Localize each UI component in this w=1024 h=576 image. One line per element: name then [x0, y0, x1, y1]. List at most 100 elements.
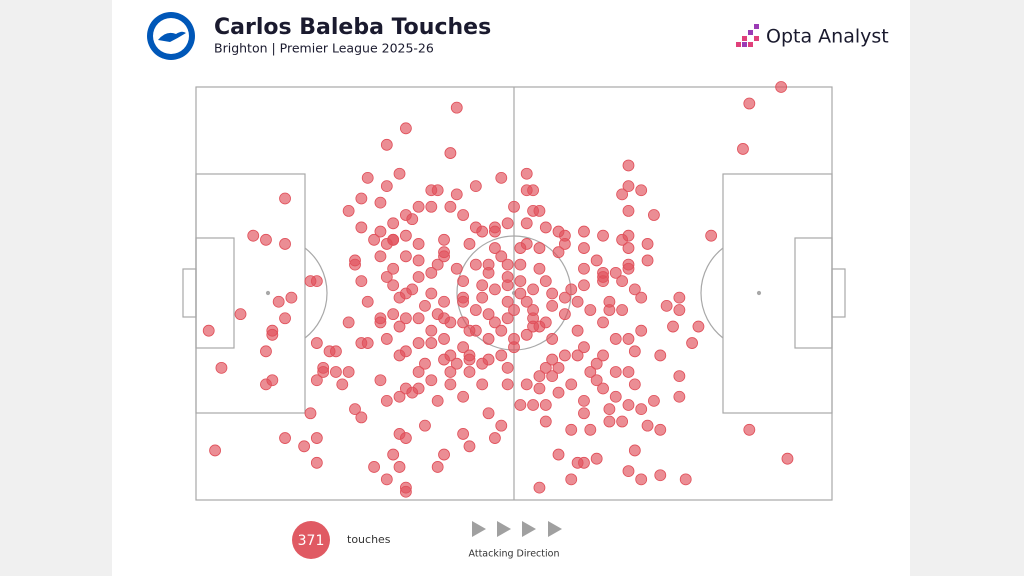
touch-point	[412, 312, 425, 325]
touch-point	[342, 366, 355, 378]
touch-point	[622, 465, 635, 477]
touch-point	[622, 159, 635, 172]
touch-point	[539, 399, 552, 411]
touch-point	[597, 316, 609, 329]
touch-point	[679, 473, 692, 486]
touch-point	[457, 209, 470, 221]
touch-point	[279, 192, 291, 205]
touch-point	[520, 295, 533, 308]
touch-point	[514, 399, 527, 411]
touch-point	[552, 246, 565, 259]
touch-point	[495, 324, 508, 337]
touch-point	[215, 361, 228, 374]
touch-point	[412, 254, 425, 267]
touch-point	[310, 432, 323, 444]
touch-point	[705, 229, 718, 242]
touch-point	[425, 287, 438, 300]
touch-point	[393, 320, 406, 333]
touch-point	[374, 316, 387, 329]
touch-point	[622, 204, 635, 217]
touch-point	[743, 423, 756, 436]
touch-point	[419, 419, 431, 432]
touch-point	[444, 147, 457, 159]
touch-point	[622, 242, 635, 254]
count-badge	[292, 521, 330, 559]
touch-point	[558, 308, 571, 321]
touch-point	[597, 271, 609, 283]
touch-point	[393, 291, 406, 304]
touch-point	[539, 361, 552, 374]
touch-point	[202, 324, 215, 337]
touch-point	[673, 390, 686, 403]
touch-point	[406, 213, 419, 226]
touch-point	[387, 308, 400, 321]
touch-point	[419, 299, 431, 312]
touch-count: 371	[298, 533, 325, 549]
touch-point	[285, 291, 298, 304]
touch-point	[609, 390, 622, 403]
touch-point	[412, 238, 425, 250]
touch-point	[578, 262, 590, 275]
touch-point	[425, 266, 438, 279]
touch-point	[578, 394, 590, 407]
touch-point	[387, 217, 400, 230]
touch-point	[501, 378, 514, 391]
touch-point	[590, 452, 603, 465]
touch-point	[533, 242, 546, 254]
touch-point	[368, 461, 380, 473]
touch-point	[425, 337, 438, 349]
touch-point	[380, 333, 393, 345]
touch-point	[476, 378, 489, 391]
touch-point	[387, 279, 400, 292]
touch-point	[209, 444, 221, 457]
touch-point	[590, 254, 603, 267]
touch-point	[501, 295, 514, 308]
touch-point	[590, 357, 603, 370]
touch-point	[412, 337, 425, 349]
touch-point	[444, 200, 457, 213]
touch-point	[387, 233, 400, 246]
touch-point	[450, 188, 463, 201]
touch-point	[374, 250, 387, 263]
touch-point	[450, 101, 463, 114]
touch-point	[266, 328, 279, 341]
touch-point	[387, 262, 400, 275]
touch-point	[380, 271, 393, 283]
touch-point	[457, 275, 470, 288]
touch-point	[444, 366, 457, 378]
touch-point	[597, 349, 609, 362]
touch-point	[393, 167, 406, 180]
touch-point	[673, 370, 686, 383]
count-label: touches	[347, 533, 391, 546]
touch-point	[438, 448, 450, 461]
touch-point	[406, 283, 419, 296]
touch-point	[584, 366, 597, 378]
direction-arrows	[472, 521, 562, 537]
touch-point	[336, 378, 349, 391]
touch-point	[272, 295, 285, 308]
touch-point	[520, 328, 533, 341]
touch-point	[310, 337, 323, 349]
touch-point	[533, 370, 546, 383]
touch-point	[578, 407, 590, 420]
touch-point	[641, 254, 654, 267]
touch-point	[444, 378, 457, 391]
touch-point	[552, 361, 565, 374]
touch-point	[380, 394, 393, 407]
touch-point	[527, 320, 539, 333]
touch-point	[260, 345, 272, 358]
touch-point	[533, 204, 546, 217]
touch-point	[603, 403, 616, 416]
chart-subtitle: Brighton | Premier League 2025-26	[214, 41, 434, 56]
touch-point	[781, 452, 794, 465]
touch-point	[527, 184, 539, 197]
touch-point	[304, 407, 317, 420]
touch-point	[558, 291, 571, 304]
touch-point	[355, 411, 368, 424]
touch-point	[501, 258, 514, 271]
touch-point	[438, 233, 450, 246]
touch-point	[349, 258, 361, 271]
touch-point	[361, 337, 374, 349]
touch-point	[635, 473, 648, 486]
touch-point	[546, 287, 559, 300]
